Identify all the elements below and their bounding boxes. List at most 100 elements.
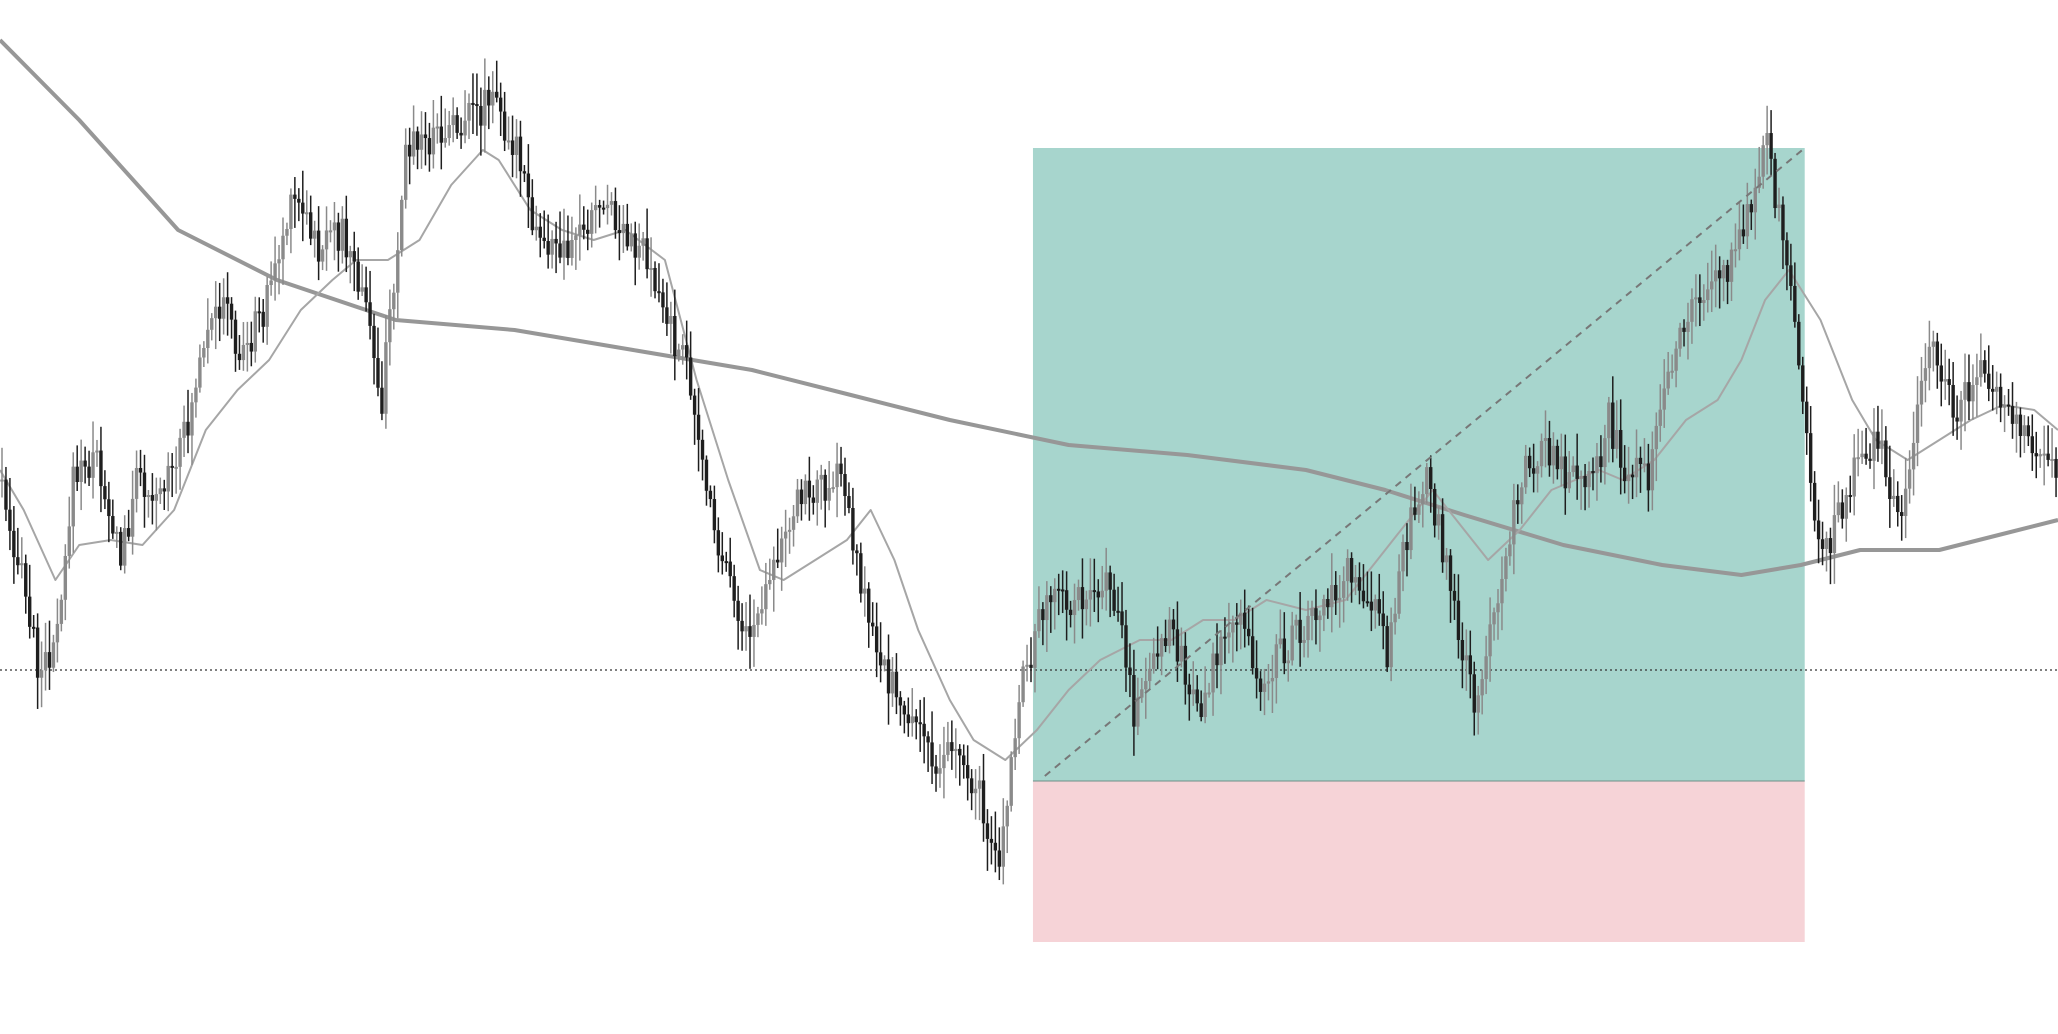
candle (1155, 626, 1160, 670)
candle-body (760, 609, 764, 614)
candle (59, 594, 64, 632)
candle (1282, 612, 1286, 675)
candle-body (257, 311, 261, 314)
candle-body (407, 144, 412, 157)
candle-body (1646, 463, 1651, 491)
candle-body (411, 131, 416, 157)
candle-body (688, 357, 693, 396)
candle (1452, 573, 1457, 620)
candle-body (1480, 679, 1484, 696)
candle (744, 602, 748, 651)
candle (415, 126, 420, 170)
candle (1611, 376, 1615, 463)
candle-body (950, 742, 954, 752)
candle-body (281, 235, 285, 260)
candle (1615, 400, 1619, 459)
candle-body (578, 224, 582, 236)
candle (0, 447, 4, 498)
candle (1258, 671, 1263, 711)
candle-body (186, 421, 190, 436)
candle-body (396, 250, 400, 293)
candle-body (1448, 555, 1453, 591)
candle (1037, 586, 1041, 638)
candle (79, 439, 83, 511)
candle (1753, 168, 1757, 240)
candle-body (443, 137, 447, 143)
candle (863, 566, 867, 617)
candle-body (1001, 826, 1005, 867)
candle (419, 111, 424, 169)
candle (506, 116, 511, 150)
candle (427, 122, 432, 172)
candle (289, 188, 293, 254)
candle (1674, 341, 1678, 388)
candle-body (332, 222, 337, 231)
candle-body (1852, 457, 1856, 497)
candle (930, 711, 934, 785)
candle-body (1306, 615, 1310, 641)
candle (1773, 152, 1777, 219)
candle-body (2022, 425, 2027, 436)
candle-body (1057, 588, 1061, 591)
candle-body (637, 245, 641, 258)
candle (423, 112, 428, 166)
candle (645, 208, 649, 279)
candle-body (190, 402, 194, 436)
candle (1393, 597, 1397, 635)
candle-body (1508, 544, 1512, 557)
candle (1183, 632, 1188, 705)
candle (1998, 373, 2003, 423)
stop-loss-zone[interactable] (1032, 781, 1805, 942)
candle (890, 657, 895, 707)
candle-body (162, 488, 166, 492)
candle-body (1713, 270, 1718, 282)
candle-body (1607, 402, 1611, 439)
candle (601, 200, 606, 215)
candle (973, 769, 978, 820)
candle-body (677, 349, 681, 357)
candle (1793, 262, 1797, 328)
candle-body (538, 226, 542, 238)
candle (1064, 571, 1069, 641)
candle-body (1243, 612, 1247, 629)
candle-body (1405, 542, 1409, 551)
candle-body (1967, 382, 1971, 402)
candle-body (1310, 608, 1314, 616)
candle-body (154, 494, 159, 501)
candle-body (423, 134, 428, 139)
candle-body (1167, 619, 1172, 647)
candle (1167, 607, 1172, 654)
candle (1468, 630, 1473, 699)
candle-body (1060, 589, 1065, 592)
candle-body (87, 466, 91, 478)
candle (942, 726, 946, 799)
candle-body (1591, 470, 1595, 474)
candle-body (1840, 502, 1845, 519)
candle-body (1983, 360, 1987, 374)
candle-body (1124, 625, 1128, 668)
candle (67, 496, 71, 569)
candle (977, 765, 982, 821)
candle (1531, 443, 1536, 493)
candle (1496, 589, 1500, 640)
candle (704, 455, 709, 506)
candle (700, 429, 705, 481)
candle-body (1666, 371, 1670, 389)
candle-body (1907, 469, 1912, 489)
candle-body (2030, 436, 2034, 454)
candle (728, 537, 732, 588)
candle-body (1476, 695, 1480, 713)
candle-body (277, 259, 281, 264)
candle (1951, 362, 1955, 436)
candle (483, 58, 487, 153)
candle-body (217, 306, 222, 319)
candle (720, 532, 724, 575)
candle (1492, 607, 1496, 641)
candle (146, 490, 151, 518)
candle-body (1820, 539, 1825, 549)
candle-body (1777, 204, 1781, 209)
candle (783, 509, 788, 567)
candle (467, 93, 471, 140)
candle-body (1654, 425, 1659, 450)
candle-body (724, 561, 728, 564)
